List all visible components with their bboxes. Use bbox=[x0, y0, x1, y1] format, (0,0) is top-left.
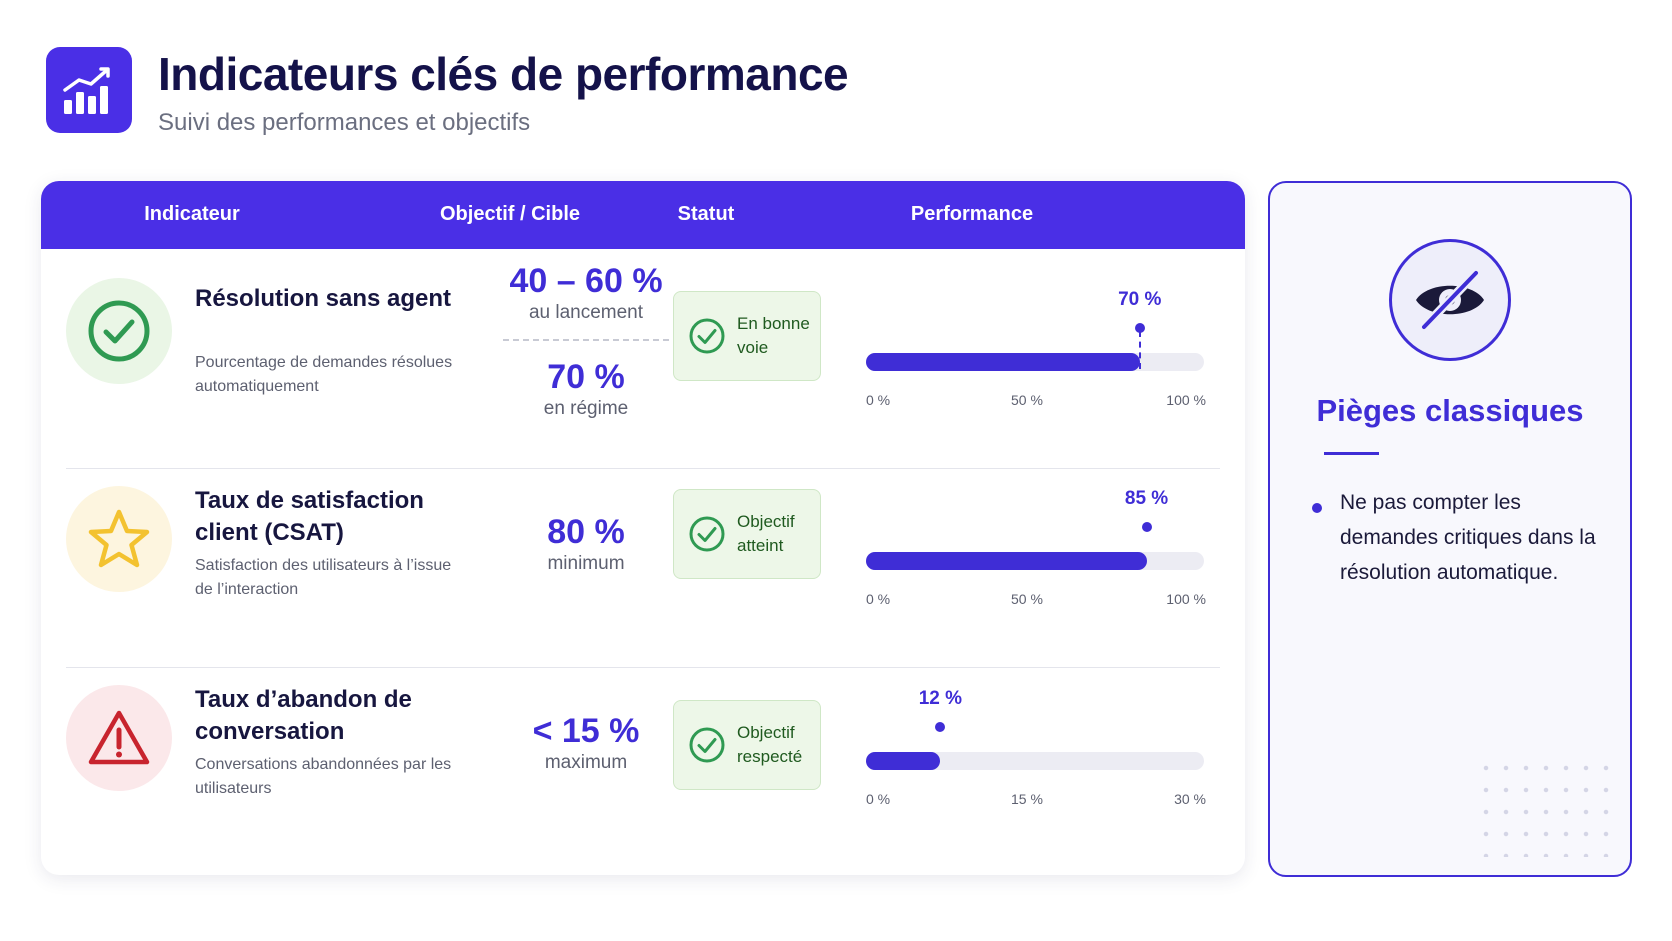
warning-triangle-icon bbox=[66, 685, 172, 791]
table-header: Indicateur Objectif / Cible Statut Perfo… bbox=[41, 181, 1245, 249]
status-badge: Objectif atteint bbox=[673, 489, 821, 579]
value-label: 12 % bbox=[918, 688, 963, 709]
tick-label: 0 % bbox=[866, 791, 891, 807]
target-divider bbox=[503, 339, 669, 341]
status-text: Objectif respecté bbox=[737, 723, 803, 766]
performance-bar: 70 % 0 % 50 % 100 % bbox=[866, 289, 1206, 409]
indicator-title: Taux de satisfaction client (CSAT) bbox=[195, 487, 424, 546]
kpi-table: Indicateur Objectif / Cible Statut Perfo… bbox=[41, 181, 1245, 875]
status-badge: Objectif respecté bbox=[673, 700, 821, 790]
target-label: maximum bbox=[544, 752, 628, 773]
eye-slash-icon bbox=[1389, 239, 1511, 361]
value-marker: 70 % bbox=[1100, 289, 1180, 369]
title-underline bbox=[1324, 452, 1379, 455]
indicator-title: Taux d’abandon de conversation bbox=[195, 686, 412, 745]
target-cell: 80 % minimum bbox=[451, 512, 721, 576]
table-row: Taux de satisfaction client (CSAT) Satis… bbox=[41, 469, 1245, 669]
target-label-secondary: en régime bbox=[543, 398, 629, 419]
dot-pattern-decoration bbox=[1476, 757, 1612, 857]
tick-label: 0 % bbox=[866, 591, 891, 607]
status-text: En bonne voie bbox=[737, 314, 810, 357]
tick-label: 100 % bbox=[1166, 392, 1206, 408]
table-row: Taux d’abandon de conversation Conversat… bbox=[41, 668, 1245, 868]
indicator-title: Résolution sans agent bbox=[195, 285, 452, 312]
progress-track bbox=[866, 752, 1204, 770]
value-marker: 12 % bbox=[900, 688, 980, 768]
row-divider bbox=[66, 667, 1220, 668]
tick-label: 100 % bbox=[1166, 591, 1206, 607]
check-circle-icon bbox=[689, 318, 725, 354]
target-value: 40 – 60 % bbox=[509, 262, 663, 300]
pitfalls-panel: Pièges classiques Ne pas compter les dem… bbox=[1268, 181, 1632, 877]
performance-bar: 85 % 0 % 50 % 100 % bbox=[866, 488, 1206, 608]
column-header-indicator: Indicateur bbox=[144, 203, 240, 225]
indicator-description: Conversations abandonnées par les utilis… bbox=[195, 756, 452, 797]
panel-title: Pièges classiques bbox=[1316, 393, 1584, 428]
page-subtitle: Suivi des performances et objectifs bbox=[158, 109, 531, 136]
target-value: < 15 % bbox=[532, 712, 640, 750]
row-divider bbox=[66, 468, 1220, 469]
tick-label: 50 % bbox=[1011, 392, 1043, 408]
bar-chart-growth-icon bbox=[46, 47, 132, 133]
tick-label: 50 % bbox=[1011, 591, 1043, 607]
target-label: minimum bbox=[547, 553, 625, 574]
target-cell: 40 – 60 % au lancement 70 % en régime bbox=[451, 261, 721, 421]
tick-label: 15 % bbox=[1011, 791, 1043, 807]
progress-track bbox=[866, 353, 1204, 371]
pitfall-item: Ne pas compter les demandes critiques da… bbox=[1340, 491, 1596, 584]
column-header-performance: Performance bbox=[910, 203, 1034, 225]
target-value-secondary: 70 % bbox=[547, 358, 625, 396]
tick-label: 30 % bbox=[1174, 791, 1206, 807]
star-icon bbox=[66, 486, 172, 592]
target-cell: < 15 % maximum bbox=[451, 711, 721, 775]
indicator-description: Pourcentage de demandes résolues automat… bbox=[195, 354, 453, 395]
page-title: Indicateurs clés de performance bbox=[158, 48, 849, 100]
progress-fill bbox=[866, 552, 1147, 570]
status-text: Objectif atteint bbox=[737, 512, 795, 555]
check-circle-icon bbox=[689, 727, 725, 763]
value-marker: 85 % bbox=[1107, 488, 1187, 568]
indicator-description: Satisfaction des utilisateurs à l’issue … bbox=[195, 557, 452, 598]
progress-fill bbox=[866, 353, 1140, 371]
value-label: 70 % bbox=[1118, 289, 1162, 310]
target-label: au lancement bbox=[528, 302, 644, 323]
table-row: Résolution sans agent Pourcentage de dem… bbox=[41, 249, 1245, 449]
target-value: 80 % bbox=[547, 513, 625, 551]
progress-fill bbox=[866, 752, 941, 770]
check-circle-icon bbox=[66, 278, 172, 384]
progress-track bbox=[866, 552, 1204, 570]
value-label: 85 % bbox=[1124, 488, 1169, 509]
column-header-status: Statut bbox=[677, 203, 735, 225]
status-badge: En bonne voie bbox=[673, 291, 821, 381]
check-circle-icon bbox=[689, 516, 725, 552]
column-header-target: Objectif / Cible bbox=[439, 203, 581, 225]
performance-bar: 12 % 0 % 15 % 30 % bbox=[866, 688, 1206, 808]
bullet-dot bbox=[1312, 503, 1322, 513]
tick-label: 0 % bbox=[866, 392, 891, 408]
